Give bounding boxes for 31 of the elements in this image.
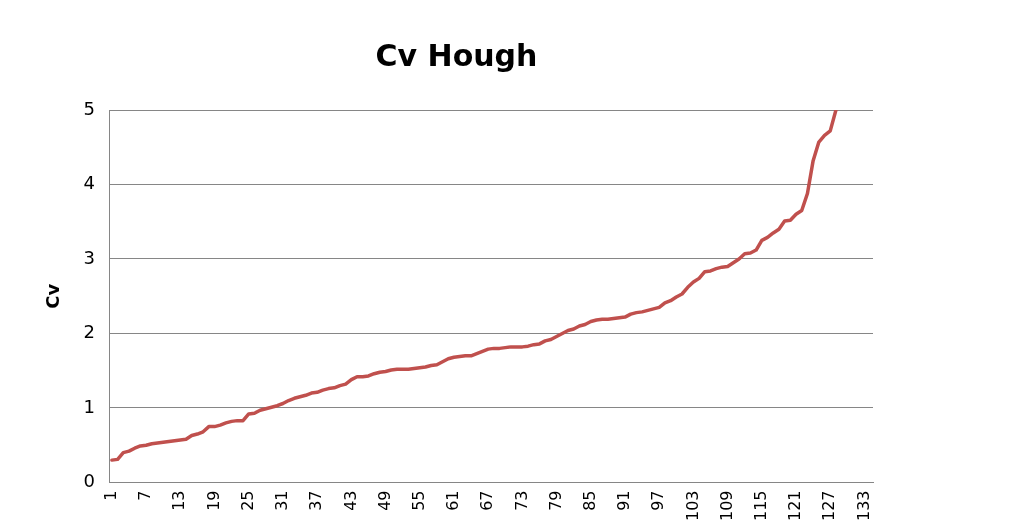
x-tick-label: 61	[443, 490, 463, 511]
x-tick-label: 73	[511, 490, 531, 511]
y-axis-title: Cv	[42, 283, 64, 309]
x-tick-label: 19	[203, 490, 223, 511]
x-tick-label: 127	[819, 490, 839, 522]
y-tick-label: 0	[83, 470, 96, 492]
chart-title: Cv Hough	[375, 37, 538, 73]
y-tick-label: 3	[83, 246, 96, 268]
y-tick-label: 4	[83, 172, 96, 194]
x-tick-label: 115	[750, 490, 770, 522]
x-tick-label: 91	[614, 490, 634, 511]
x-tick-label: 43	[340, 490, 360, 511]
x-tick-label: 85	[579, 490, 599, 511]
x-tick-label: 109	[716, 490, 736, 522]
x-tick-label: 7	[135, 490, 155, 501]
x-tick-label: 133	[853, 490, 873, 522]
x-tick-label: 103	[682, 490, 702, 522]
x-tick-label: 13	[169, 490, 189, 511]
x-tick-label: 25	[237, 490, 257, 511]
x-tick-label: 67	[477, 490, 497, 511]
x-tick-label: 37	[306, 490, 326, 511]
x-tick-label: 55	[408, 490, 428, 511]
x-tick-label: 121	[785, 490, 805, 522]
x-tick-label: 31	[272, 490, 292, 511]
y-tick-label: 2	[83, 321, 96, 343]
x-tick-label: 49	[374, 490, 394, 511]
x-tick-label: 1	[101, 490, 121, 501]
x-tick-label: 79	[545, 490, 565, 511]
x-tick-label: 97	[648, 490, 668, 511]
y-tick-label: 1	[83, 395, 96, 417]
y-tick-label: 5	[83, 97, 96, 119]
